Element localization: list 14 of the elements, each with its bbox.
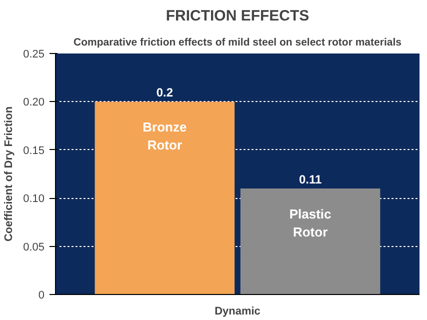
data-label: 0.11 <box>298 172 322 186</box>
y-tick-label: 0 <box>38 290 45 302</box>
y-tick-label: 0.10 <box>23 193 45 206</box>
y-tick-label: 0.05 <box>23 241 45 254</box>
y-tick-label: 0.20 <box>23 96 45 109</box>
chart-subtitle: Comparative friction effects of mild steel on select rotor materials <box>74 36 402 48</box>
y-axis-title: Coefficient of Dry Friction <box>3 106 16 242</box>
data-label: 0.2 <box>156 86 174 100</box>
y-tick-label: 0.25 <box>23 48 45 60</box>
y-tick-label: 0.15 <box>23 144 45 157</box>
chart-title: FRICTION EFFECTS <box>166 8 310 24</box>
x-tick-label: Dynamic <box>214 306 260 318</box>
series-label: Plastic Rotor <box>289 206 332 240</box>
series-label: Bronze Rotor <box>142 120 187 153</box>
